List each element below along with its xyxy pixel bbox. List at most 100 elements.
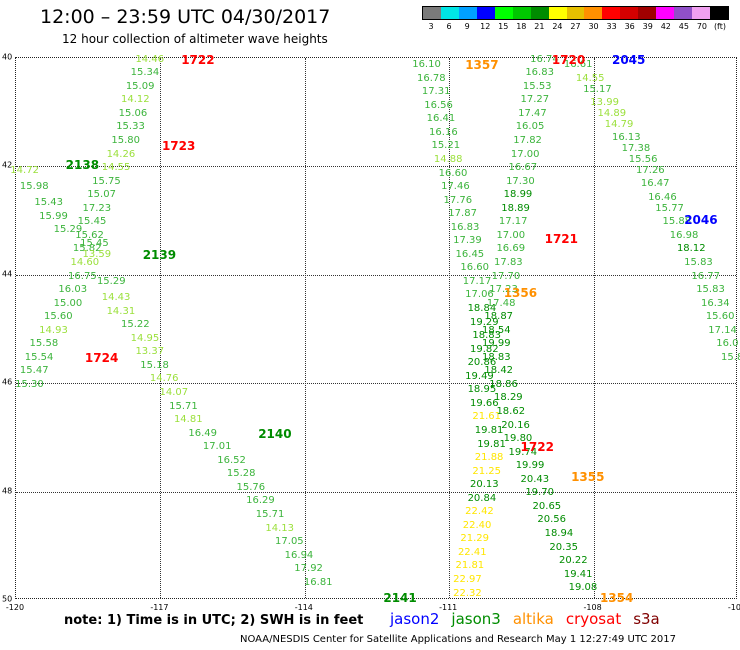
pass-time-label: 1722 [181,53,215,67]
wave-height-value: 17.23 [82,202,112,214]
wave-height-value: 20.22 [559,555,588,567]
y-tick-label: 42 [2,160,13,170]
wave-height-value: 19.08 [568,582,598,594]
wave-height-value: 19.82 [469,343,499,355]
wave-height-value: 15.77 [655,202,684,214]
wave-height-value: 16.78 [417,72,446,84]
wave-height-value: 15.18 [140,359,169,371]
colorbar-swatch [710,7,728,19]
wave-height-value: 15.62 [75,229,104,241]
wave-height-value: 18.86 [489,378,518,390]
wave-height-value: 17.92 [294,563,323,575]
pass-time-label: 1723 [161,139,196,154]
wave-height-value: 15.71 [169,400,198,412]
colorbar-swatch [656,7,675,19]
wave-height-value: 13.37 [135,346,165,358]
wave-height-value: 16.94 [284,549,314,561]
colorbar-label: 33 [606,22,617,31]
wave-height-value: 15.58 [29,338,59,350]
pass-time-label: 2139 [142,247,177,262]
wave-height-value: 16.45 [455,248,485,260]
pass-time-label: 1357 [465,58,499,73]
wave-height-value: 15.06 [118,107,148,119]
wave-height-value: 21.25 [472,465,502,477]
wave-height-value: 17.31 [421,86,451,98]
wave-height-value: 20.56 [537,514,566,526]
wave-height-value: 15.98 [19,181,49,193]
legend-entry: jason3 [451,610,501,628]
colorbar-label: 21 [534,22,545,31]
colorbar-label: (ft) [713,22,726,31]
wave-height-value: 16.75 [68,270,97,282]
wave-height-value: 18.42 [484,365,514,377]
wave-height-value: 16.46 [648,191,677,203]
colorbar-swatch [674,7,693,19]
pass-time-label: 1720 [551,53,586,67]
wave-height-value: 15.76 [236,481,266,493]
wave-height-value: 17.39 [453,235,482,247]
y-tick-label: 40 [2,52,13,62]
wave-height-value: 20.65 [532,500,562,512]
wave-height-value: 15.29 [53,224,83,236]
wave-height-value: 14.60 [70,256,100,268]
x-tick-label: -120 [5,603,25,612]
satellite-legend: jason2 jason3 altika cryosat s3a [390,610,672,628]
wave-height-value: 15.8 [721,351,740,363]
y-tick-label: 44 [2,269,13,279]
wave-height-value: 14.13 [265,522,295,534]
wave-height-value: 14.43 [101,292,131,304]
wave-height-value: 15.00 [53,297,83,309]
wave-height-value: 15.21 [431,140,461,152]
wave-height-value: 22.97 [453,574,482,586]
wave-height-value: 18.99 [503,189,533,201]
wave-height-value: 18.94 [544,527,574,539]
wave-height-value: 15.99 [39,210,68,222]
wave-height-value: 14.55 [575,72,605,84]
wave-height-value: 16.29 [246,495,275,507]
wave-height-value: 15.22 [121,319,150,331]
wave-height-value: 19.29 [469,316,499,328]
wave-height-value: 17.48 [486,297,516,309]
wave-height-value: 22.40 [462,519,492,531]
y-tick-label: 48 [2,486,13,496]
wave-height-value: 14.55 [101,162,131,174]
grid-line [593,58,595,598]
wave-height-value: 17.17 [462,275,492,287]
wave-height-value: 16.03 [58,284,88,296]
wave-height-value: 21.81 [455,560,485,572]
colorbar-swatch [494,7,513,19]
wave-height-value: 20.13 [469,479,499,491]
colorbar-swatch [423,7,441,19]
colorbar-label: 24 [552,22,563,31]
wave-height-value: 20.16 [501,419,530,431]
wave-height-value: 16.0 [716,338,739,350]
wave-height-value: 18.84 [467,303,497,315]
colorbar-label: 42 [660,22,671,31]
y-tick-label: 50 [2,594,13,604]
wave-height-value: 21.88 [474,452,504,464]
wave-height-value: 15.09 [125,80,155,92]
wave-height-value: 15.80 [111,135,141,146]
wave-height-value: 16.56 [424,99,453,111]
colorbar-label: 39 [642,22,653,31]
wave-height-value: 17.14 [708,324,737,336]
pass-time-label: 2138 [65,158,100,173]
colorbar-swatch [440,7,459,19]
wave-height-value: 20.86 [467,357,497,369]
pass-time-label: 1354 [599,591,634,605]
grid-line [304,58,306,598]
wave-height-value: 14.72 [10,164,39,176]
wave-height-value: 18.12 [676,243,706,255]
wave-height-value: 17.00 [496,229,526,241]
wave-height-value: 22.32 [453,587,482,599]
pass-time-label: 2045 [611,53,646,67]
colorbar-label: 70 [696,22,707,31]
wave-height-value: 16.49 [188,427,218,439]
colorbar-labels: 3 6 9 12 15 18 21 24 27 30 33 36 39 42 45 70 (ft) [422,22,729,34]
colorbar-swatch [692,7,710,19]
wave-height-value: 15.56 [628,153,658,165]
colorbar-swatch [548,7,567,19]
wave-height-value: 19.66 [469,397,499,409]
wave-height-value: 16.05 [515,121,545,133]
wave-height-value: 17.38 [621,143,651,155]
